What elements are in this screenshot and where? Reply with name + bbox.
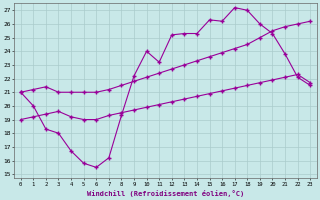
- X-axis label: Windchill (Refroidissement éolien,°C): Windchill (Refroidissement éolien,°C): [87, 190, 244, 197]
